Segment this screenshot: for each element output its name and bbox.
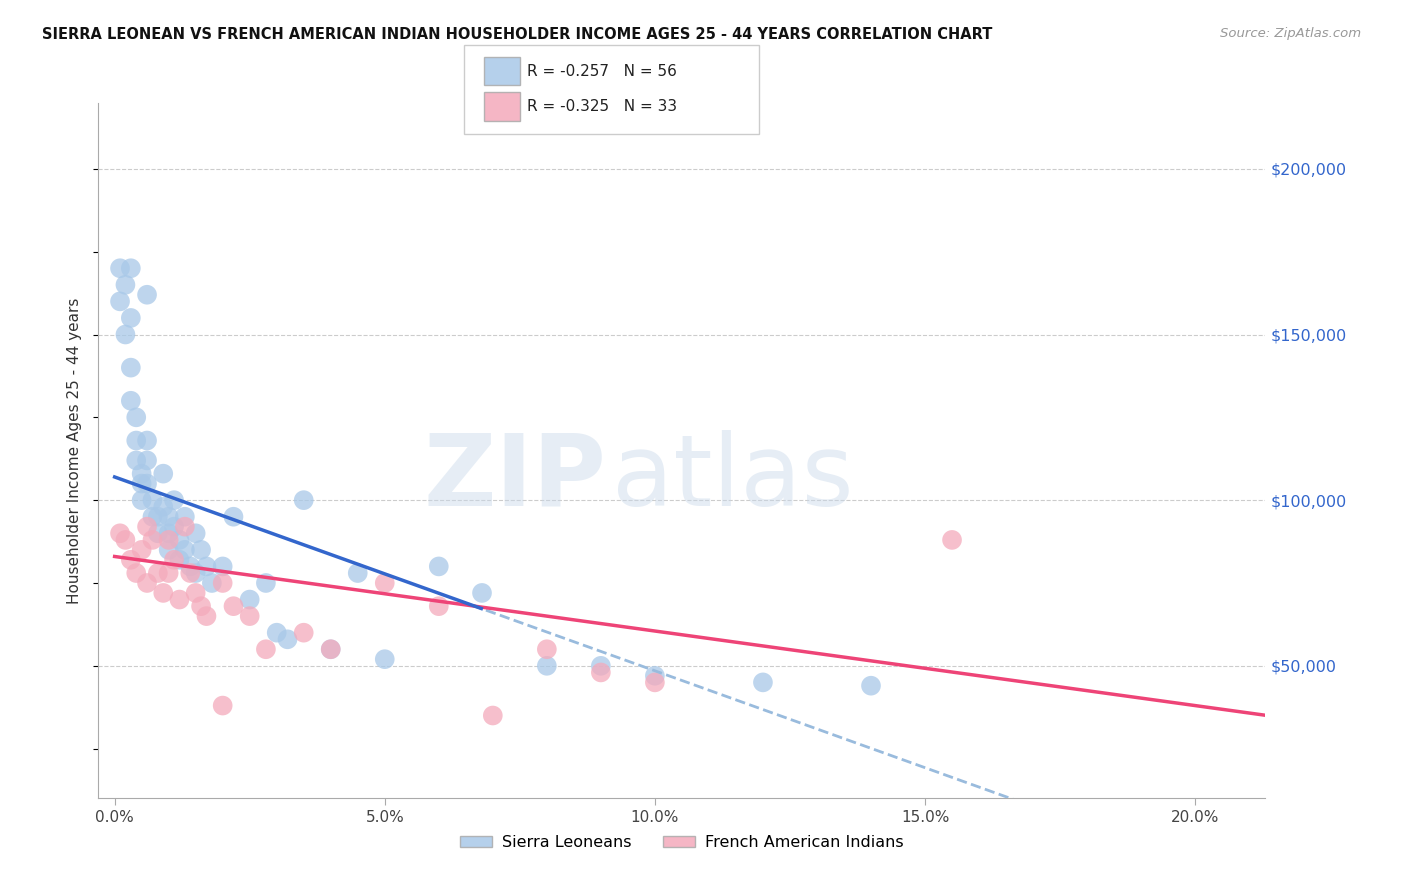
Point xyxy=(536,642,558,657)
Point xyxy=(136,476,159,491)
Text: atlas: atlas xyxy=(612,430,853,527)
Point xyxy=(184,526,207,541)
Point xyxy=(195,609,218,624)
Point xyxy=(120,393,142,408)
Point xyxy=(136,287,159,301)
Text: SIERRA LEONEAN VS FRENCH AMERICAN INDIAN HOUSEHOLDER INCOME AGES 25 - 44 YEARS C: SIERRA LEONEAN VS FRENCH AMERICAN INDIAN… xyxy=(42,27,993,42)
Point xyxy=(152,500,174,514)
Point xyxy=(163,493,186,508)
Point xyxy=(173,542,195,557)
Point xyxy=(146,526,169,541)
Text: ZIP: ZIP xyxy=(423,430,606,527)
Point xyxy=(239,592,262,607)
Point xyxy=(179,559,201,574)
Point xyxy=(536,658,558,673)
Point xyxy=(254,576,277,591)
Point xyxy=(120,310,142,325)
Point xyxy=(141,533,163,547)
Point xyxy=(125,410,148,425)
Y-axis label: Householder Income Ages 25 - 44 years: Householder Income Ages 25 - 44 years xyxy=(67,297,83,604)
Point xyxy=(222,599,245,614)
Point xyxy=(195,559,218,574)
Point xyxy=(131,476,153,491)
Point xyxy=(941,533,963,547)
Point xyxy=(169,592,191,607)
Point xyxy=(211,576,233,591)
Text: R = -0.325   N = 33: R = -0.325 N = 33 xyxy=(527,99,678,114)
Point xyxy=(152,586,174,600)
Point xyxy=(157,566,180,580)
Point xyxy=(427,559,450,574)
Point xyxy=(108,261,131,276)
Point xyxy=(136,519,159,533)
Point xyxy=(276,632,298,647)
Point xyxy=(163,519,186,533)
Point xyxy=(114,277,136,292)
Point xyxy=(120,261,142,276)
Point xyxy=(169,533,191,547)
Point xyxy=(169,553,191,567)
Point xyxy=(136,576,159,591)
Point xyxy=(146,509,169,524)
Point xyxy=(146,566,169,580)
Point xyxy=(254,642,277,657)
Point xyxy=(125,453,148,467)
Point xyxy=(141,509,163,524)
Point xyxy=(190,599,212,614)
Point xyxy=(222,509,245,524)
Legend: Sierra Leoneans, French American Indians: Sierra Leoneans, French American Indians xyxy=(454,829,910,856)
Point xyxy=(157,526,180,541)
Point xyxy=(125,566,148,580)
Point xyxy=(125,434,148,448)
Point xyxy=(211,559,233,574)
Point xyxy=(184,586,207,600)
Point xyxy=(136,434,159,448)
Point xyxy=(173,519,195,533)
Point xyxy=(131,467,153,481)
Point xyxy=(471,586,494,600)
Point xyxy=(644,669,666,683)
Point xyxy=(589,658,612,673)
Point xyxy=(108,526,131,541)
Point xyxy=(211,698,233,713)
Point xyxy=(120,360,142,375)
Point xyxy=(644,675,666,690)
Point xyxy=(201,576,224,591)
Point xyxy=(482,708,505,723)
Point xyxy=(374,652,396,666)
Point xyxy=(374,576,396,591)
Point xyxy=(346,566,368,580)
Point xyxy=(319,642,342,657)
Point xyxy=(179,566,201,580)
Point xyxy=(239,609,262,624)
Point xyxy=(131,542,153,557)
Point xyxy=(157,542,180,557)
Point xyxy=(173,509,195,524)
Point xyxy=(163,553,186,567)
Point xyxy=(589,665,612,680)
Point xyxy=(427,599,450,614)
Point xyxy=(152,467,174,481)
Point xyxy=(859,679,882,693)
Point xyxy=(266,625,288,640)
Point xyxy=(157,509,180,524)
Point xyxy=(114,327,136,342)
Point xyxy=(136,453,159,467)
Text: Source: ZipAtlas.com: Source: ZipAtlas.com xyxy=(1220,27,1361,40)
Point xyxy=(752,675,775,690)
Point xyxy=(141,493,163,508)
Point xyxy=(157,533,180,547)
Point xyxy=(292,493,315,508)
Point xyxy=(190,542,212,557)
Point xyxy=(319,642,342,657)
Point xyxy=(120,553,142,567)
Point xyxy=(108,294,131,309)
Point xyxy=(114,533,136,547)
Point xyxy=(131,493,153,508)
Point xyxy=(292,625,315,640)
Point xyxy=(184,566,207,580)
Text: R = -0.257   N = 56: R = -0.257 N = 56 xyxy=(527,64,678,79)
